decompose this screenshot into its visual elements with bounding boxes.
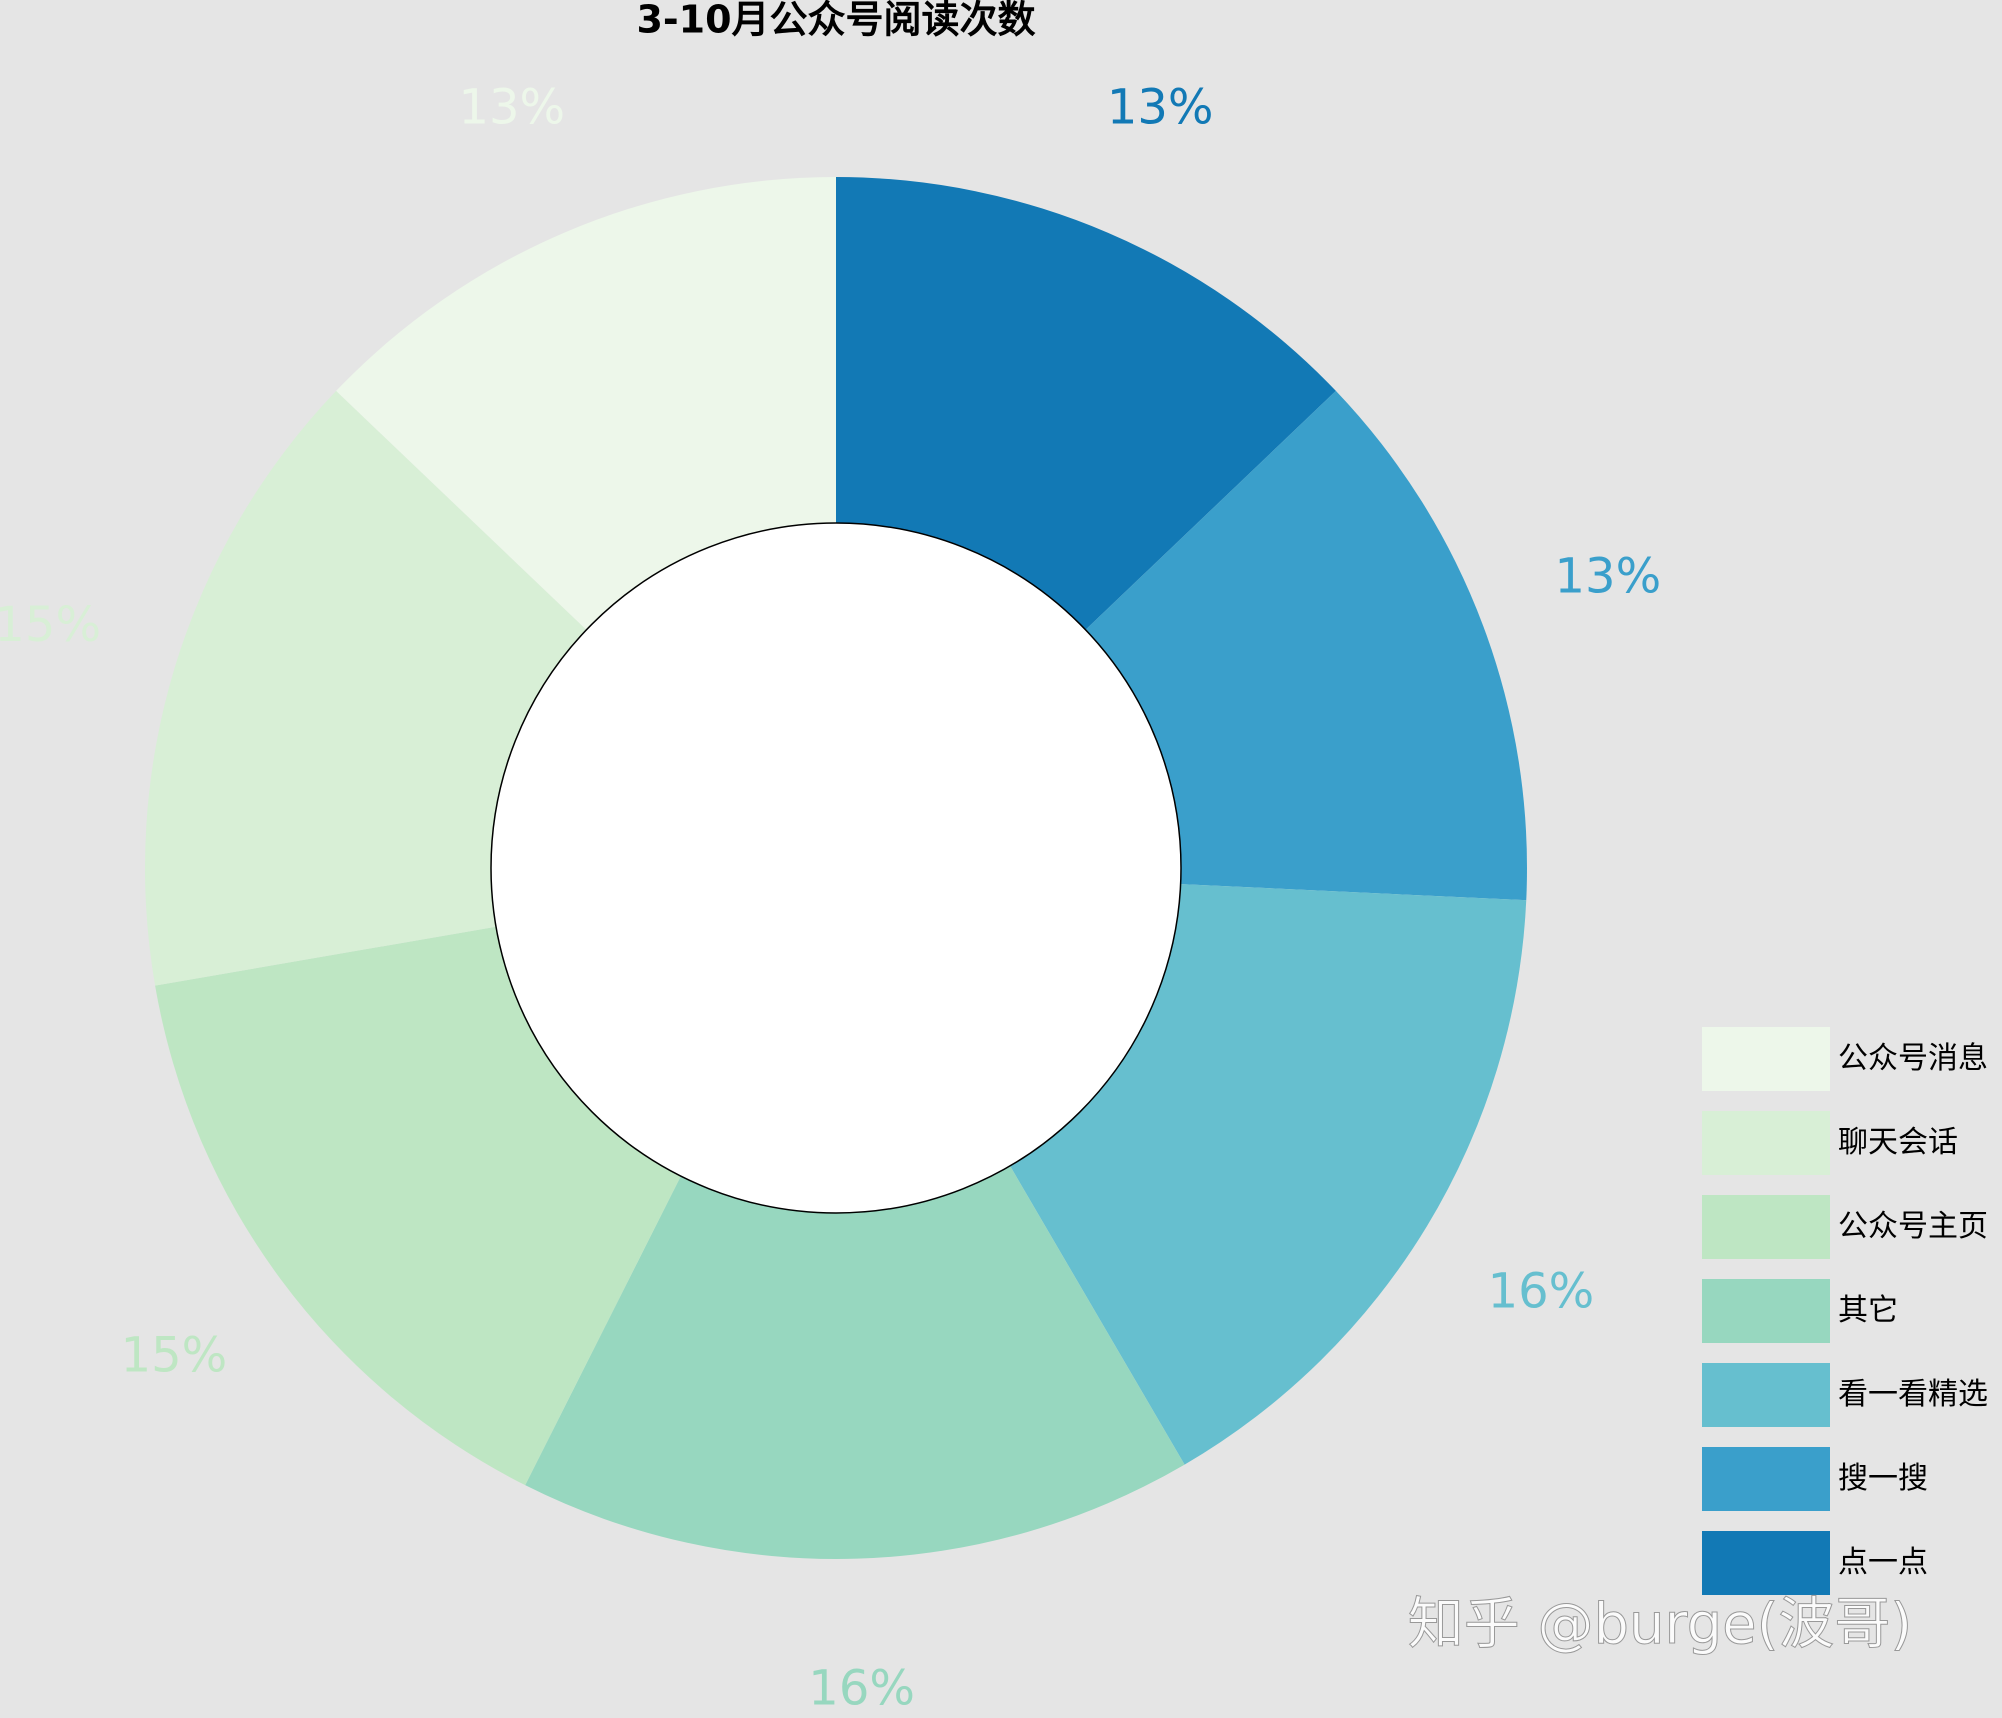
legend-swatch: [1702, 1531, 1830, 1595]
data-label: 13%: [458, 79, 565, 135]
data-label: 15%: [121, 1328, 228, 1384]
legend-label: 搜一搜: [1838, 1461, 1928, 1496]
donut-hole: [490, 522, 1182, 1214]
slice: [525, 868, 1185, 1560]
legend-swatch: [1702, 1447, 1830, 1511]
data-label: 16%: [1488, 1264, 1595, 1320]
legend-label: 其它: [1838, 1293, 1898, 1328]
data-label: 15%: [0, 597, 101, 653]
legend-label: 公众号主页: [1838, 1209, 1988, 1244]
legend-swatch: [1702, 1111, 1830, 1175]
legend-label: 看一看精选: [1838, 1377, 1988, 1412]
data-label: 13%: [1107, 79, 1214, 135]
legend-label: 点一点: [1838, 1545, 1928, 1580]
data-label: 16%: [808, 1661, 915, 1717]
legend-swatch: [1702, 1027, 1830, 1091]
chart-title: 3-10月公众号阅读次数: [636, 0, 1035, 42]
legend-swatch: [1702, 1195, 1830, 1259]
data-label: 13%: [1554, 548, 1661, 604]
watermark: 知乎 @burge(波哥): [1408, 1592, 1913, 1657]
legend-label: 公众号消息: [1838, 1041, 1988, 1076]
legend-label: 聊天会话: [1838, 1125, 1958, 1160]
legend-swatch: [1702, 1279, 1830, 1343]
legend-swatch: [1702, 1363, 1830, 1427]
